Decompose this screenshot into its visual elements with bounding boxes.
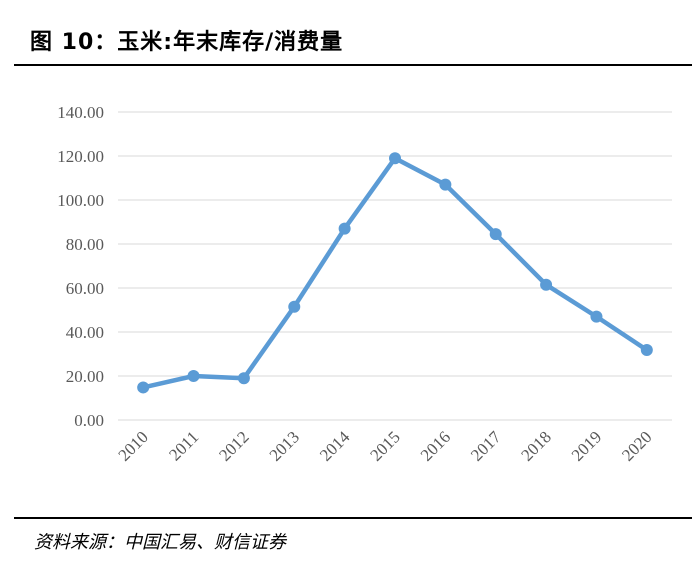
- x-tick-label: 2014: [316, 427, 354, 465]
- x-tick-label: 2019: [568, 427, 605, 464]
- x-tick-label: 2011: [165, 427, 202, 464]
- x-tick-label: 2016: [417, 427, 454, 464]
- data-point: [640, 344, 653, 357]
- y-axis-ticks: 0.00 20.00 40.00 60.00 80.00 100.00 120.00 140.…: [57, 103, 104, 430]
- data-point: [288, 300, 301, 313]
- x-tick-label: 2020: [618, 427, 655, 464]
- figure-title: 图 10：玉米:年末库存/消费量: [30, 30, 344, 55]
- y-tick-label: 100.00: [57, 191, 104, 210]
- source-note: 资料来源：中国汇易、财信证券: [34, 532, 286, 553]
- x-tick-label: 2010: [115, 427, 152, 464]
- y-tick-label: 80.00: [66, 235, 104, 254]
- x-tick-label: 2012: [215, 427, 252, 464]
- top-divider: [14, 64, 692, 66]
- series-group: [137, 152, 653, 394]
- data-point: [590, 310, 603, 323]
- x-tick-label: 2017: [467, 427, 505, 465]
- y-tick-label: 120.00: [57, 147, 104, 166]
- data-point: [489, 228, 502, 241]
- y-tick-label: 140.00: [57, 103, 104, 122]
- data-point: [439, 178, 452, 191]
- y-tick-label: 40.00: [66, 323, 104, 342]
- bottom-divider: [14, 517, 692, 519]
- data-point: [137, 381, 150, 394]
- y-tick-label: 0.00: [74, 411, 104, 430]
- data-point: [187, 370, 200, 382]
- x-tick-label: 2018: [517, 427, 554, 464]
- y-tick-label: 20.00: [66, 367, 104, 386]
- x-tick-label: 2015: [366, 427, 403, 464]
- y-tick-label: 60.00: [66, 279, 104, 298]
- x-tick-label: 2013: [266, 427, 303, 464]
- series-line: [142, 155, 649, 390]
- data-point: [237, 372, 250, 385]
- data-point: [389, 152, 401, 165]
- data-point: [540, 278, 553, 291]
- data-point: [338, 222, 351, 235]
- x-axis-ticks: 2010 2011 2012 2013 2014 2015 2016 2017 2018 2019…: [115, 427, 656, 465]
